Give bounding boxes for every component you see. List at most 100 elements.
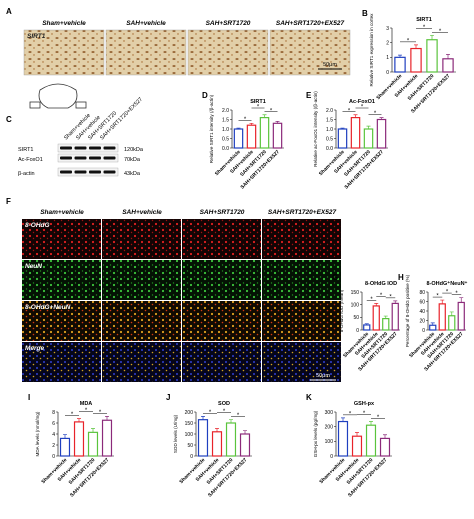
blot-band: [103, 170, 116, 174]
bar: [426, 39, 438, 73]
bar: [259, 116, 270, 149]
chart-title: SOD: [218, 401, 230, 407]
column-header: SAH+vehicle: [126, 20, 166, 27]
y-tick-label: 2: [52, 443, 55, 449]
significance-label: *: [71, 412, 74, 418]
panel-letter: I: [28, 393, 30, 402]
significance-label: *: [348, 108, 351, 114]
y-tick-label: 1.0: [326, 127, 333, 133]
bar: [211, 431, 223, 457]
blot-band: [60, 146, 72, 150]
y-tick-label: 300: [325, 410, 334, 416]
micrograph: [102, 260, 181, 300]
row-label: NeuN: [25, 263, 42, 270]
error-bar: [201, 416, 205, 420]
panel-letter: A: [6, 7, 12, 16]
y-tick-label: 0.0: [222, 146, 229, 152]
y-tick-label: 0: [330, 454, 333, 460]
y-tick-label: 100: [351, 302, 360, 308]
y-tick-label: 40: [419, 309, 425, 315]
significance-label: *: [244, 117, 247, 123]
y-tick-label: 50: [353, 315, 359, 321]
y-tick-label: 100: [325, 439, 334, 445]
bar: [372, 305, 380, 331]
y-tick-label: 200: [185, 410, 194, 416]
bar: [379, 437, 391, 457]
row-label: Merge: [25, 345, 45, 352]
brain-schematic: [29, 83, 87, 109]
y-axis-label: 8-OHdG IOD (mean): [339, 289, 344, 332]
bar: [363, 324, 371, 331]
significance-label: *: [209, 410, 212, 416]
error-bar: [215, 428, 219, 432]
bar: [363, 128, 374, 149]
y-tick-label: 20: [419, 318, 425, 324]
bar: [87, 431, 99, 457]
micrograph: [269, 29, 351, 76]
error-bar: [249, 122, 254, 126]
y-tick-label: 1.5: [222, 117, 229, 123]
column-header: Sham+vehicle: [42, 20, 86, 27]
bar: [351, 435, 363, 457]
bar: [272, 122, 283, 149]
significance-label: *: [223, 409, 226, 415]
significance-label: *: [389, 294, 392, 300]
micrograph: [262, 260, 341, 300]
row-label: Ac-FoxO1: [18, 157, 43, 163]
blot-strip: [57, 153, 119, 163]
micrograph: [182, 219, 261, 259]
error-bar: [229, 419, 233, 423]
error-bar: [243, 430, 247, 434]
bar: [337, 128, 348, 149]
y-tick-label: 0.5: [222, 136, 229, 142]
chart-title: 8-OHdG IOD: [365, 281, 397, 287]
bar: [394, 56, 406, 73]
y-tick-label: 0: [356, 328, 359, 334]
blot-band: [89, 146, 101, 150]
size-label: 70kDa: [124, 157, 141, 163]
y-tick-label: 0: [190, 454, 193, 460]
micrograph: [262, 219, 341, 259]
bar: [442, 58, 454, 73]
y-tick-label: 2.0: [222, 108, 229, 114]
y-tick-label: 0.0: [326, 146, 333, 152]
micrograph: [182, 260, 261, 300]
row-label: β-actin: [18, 171, 35, 177]
micrograph: [22, 301, 101, 341]
y-tick-label: 0.5: [326, 136, 333, 142]
y-tick-label: 60: [419, 299, 425, 305]
significance-label: *: [377, 415, 380, 421]
y-axis-label: MDA levels (nmol/mg): [35, 411, 40, 456]
significance-label: *: [349, 411, 352, 417]
bar: [337, 420, 349, 457]
error-bar: [91, 428, 95, 433]
error-bar: [430, 34, 434, 40]
y-tick-label: 4: [52, 432, 55, 438]
bar: [391, 302, 399, 331]
y-axis-label: GSH-px levels (pg/mg): [313, 410, 318, 457]
error-bar: [353, 114, 358, 118]
bar: [101, 419, 113, 457]
chart-title: 8-OHdG⁺NeuN⁺: [427, 280, 468, 287]
panel-letter: F: [6, 197, 11, 206]
y-tick-label: 150: [351, 290, 360, 296]
significance-label: *: [446, 290, 449, 296]
y-axis-label: Relative SIRT1 expression in cortex: [369, 13, 374, 87]
error-bar: [398, 54, 402, 58]
panel-letter: K: [306, 393, 312, 402]
bar: [239, 433, 251, 457]
micrograph: [102, 342, 181, 382]
blot-band: [74, 146, 87, 150]
micrograph: [22, 342, 101, 382]
significance-label: *: [363, 411, 366, 417]
micrograph: [22, 260, 101, 300]
y-tick-label: 1.5: [326, 117, 333, 123]
y-tick-label: 2: [386, 40, 389, 46]
micrograph: [187, 29, 269, 76]
panel-letter: D: [202, 91, 208, 100]
significance-label: *: [436, 294, 439, 300]
y-tick-label: 0: [52, 454, 55, 460]
column-header: SAH+SRT1720: [200, 209, 245, 216]
significance-label: *: [99, 410, 102, 416]
micrograph: [23, 29, 105, 76]
